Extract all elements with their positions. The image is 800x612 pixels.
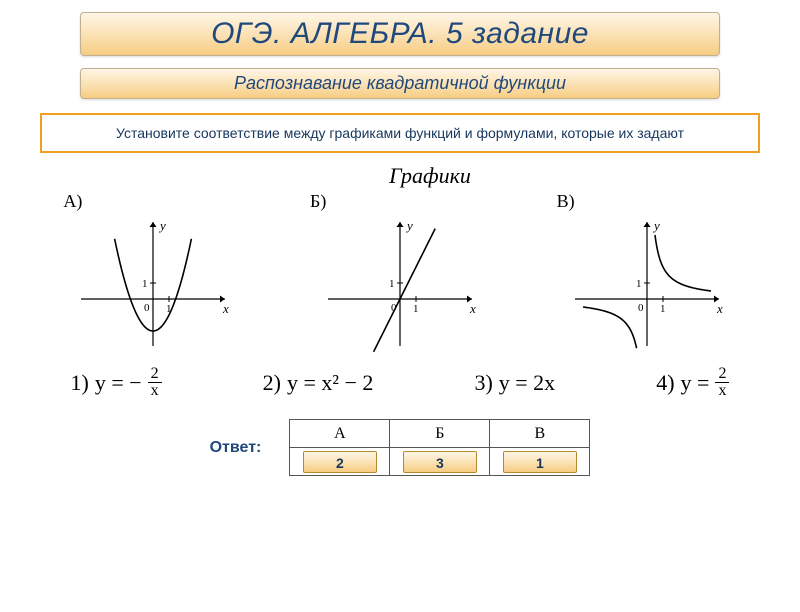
formula-1-frac-top: 2: [148, 366, 162, 383]
graph-col-a: А) xy011: [43, 191, 263, 354]
formula-4-frac-bot: x: [715, 383, 729, 399]
svg-text:1: 1: [142, 278, 148, 290]
graph-letter-b: Б): [310, 191, 326, 212]
answer-chip-a: 2: [303, 451, 377, 473]
svg-text:y: y: [405, 218, 413, 233]
page-title: ОГЭ. АЛГЕБРА. 5 задание: [211, 17, 589, 50]
formula-2-num: 2): [263, 370, 281, 396]
answer-cell-v: 1: [490, 448, 590, 476]
graph-col-b: Б) xy011: [290, 191, 510, 354]
graph-a-parabola: xy011: [73, 214, 233, 354]
graph-letter-c: В): [557, 191, 575, 212]
formula-3: 3) y = 2x: [474, 370, 555, 396]
svg-text:x: x: [716, 301, 723, 316]
svg-text:x: x: [222, 301, 229, 316]
graphs-heading: Графики: [60, 163, 800, 189]
svg-text:x: x: [469, 301, 476, 316]
svg-text:1: 1: [389, 278, 395, 290]
formula-4-num: 4): [656, 370, 674, 396]
graph-c-hyperbola: x y 0 1 1: [567, 214, 727, 354]
formula-4-body: y =: [681, 370, 710, 396]
graph-col-c: В) x y 0 1 1: [537, 191, 757, 354]
formula-3-num: 3): [474, 370, 492, 396]
formula-1-frac: 2 x: [148, 366, 162, 399]
page-subtitle-banner: Распознавание квадратичной функции: [80, 68, 720, 99]
answer-header-v: В: [490, 420, 590, 448]
formula-1-frac-bot: x: [148, 383, 162, 399]
formula-3-body: y = 2x: [499, 370, 555, 396]
svg-text:1: 1: [636, 278, 642, 290]
answer-table-value-row: 2 3 1: [290, 448, 590, 476]
answer-chip-b: 3: [403, 451, 477, 473]
formula-4: 4) y = 2 x: [656, 366, 729, 399]
answer-cell-b: 3: [390, 448, 490, 476]
task-text: Установите соответствие между графиками …: [116, 125, 684, 141]
svg-text:1: 1: [660, 303, 666, 315]
answer-header-b: Б: [390, 420, 490, 448]
graphs-row: А) x y 0 1 1 Б) x y 0 1 1 В) x y 0 1 1: [0, 191, 800, 354]
svg-text:0: 0: [638, 302, 644, 314]
svg-text:y: y: [652, 218, 660, 233]
answer-chip-v: 1: [503, 451, 577, 473]
answer-cell-a: 2: [290, 448, 390, 476]
formula-4-frac: 2 x: [715, 366, 729, 399]
formulas-row: 1) y = − 2 x 2) y = x² − 2 3) y = 2x 4) …: [0, 354, 800, 405]
graph-letter-a: А): [63, 191, 82, 212]
formula-4-frac-top: 2: [715, 366, 729, 383]
formula-2-body: y = x² − 2: [287, 370, 373, 396]
svg-text:y: y: [158, 218, 166, 233]
formula-1: 1) y = − 2 x: [71, 366, 162, 399]
answer-label: Ответ:: [210, 439, 262, 457]
formula-1-body: y = −: [95, 370, 142, 396]
formula-2: 2) y = x² − 2: [263, 370, 374, 396]
task-statement: Установите соответствие между графиками …: [40, 113, 760, 153]
svg-text:0: 0: [144, 302, 150, 314]
answer-table: А Б В 2 3 1: [289, 419, 590, 476]
answer-row: Ответ: А Б В 2 3 1: [0, 419, 800, 476]
answer-table-header-row: А Б В: [290, 420, 590, 448]
svg-text:1: 1: [413, 303, 419, 315]
page-subtitle: Распознавание квадратичной функции: [234, 73, 566, 93]
page-title-banner: ОГЭ. АЛГЕБРА. 5 задание: [80, 12, 720, 56]
graph-b-line: xy011: [320, 214, 480, 354]
answer-header-a: А: [290, 420, 390, 448]
formula-1-num: 1): [71, 370, 89, 396]
